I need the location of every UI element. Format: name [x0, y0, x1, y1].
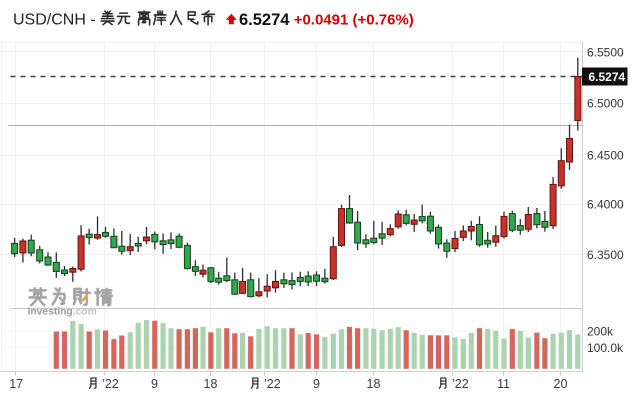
svg-text:+0.0491 (+0.76%): +0.0491 (+0.76%): [294, 11, 414, 28]
svg-text:6.4000: 6.4000: [587, 198, 624, 212]
svg-text:9: 9: [313, 377, 320, 391]
svg-text:17: 17: [9, 377, 23, 391]
svg-text:100.0k: 100.0k: [587, 341, 624, 355]
svg-text:18: 18: [367, 377, 381, 391]
svg-text:6.4500: 6.4500: [587, 148, 624, 162]
svg-text:200k: 200k: [587, 324, 614, 338]
svg-text:20: 20: [554, 377, 568, 391]
svg-text:18: 18: [204, 377, 218, 391]
svg-text:6.3500: 6.3500: [587, 248, 624, 262]
svg-text:9: 9: [151, 377, 158, 391]
svg-text:Investing.com: Investing.com: [28, 307, 97, 318]
svg-text:6.5500: 6.5500: [587, 46, 624, 60]
svg-text:’22: ’22: [102, 377, 119, 391]
svg-text:’22: ’22: [452, 377, 469, 391]
svg-text:USD/CNH -: USD/CNH -: [13, 11, 96, 28]
svg-text:11: 11: [497, 377, 510, 391]
svg-text:6.5274: 6.5274: [589, 70, 626, 84]
svg-text:6.5274: 6.5274: [239, 11, 290, 29]
svg-text:6.5000: 6.5000: [587, 96, 624, 110]
svg-text:’22: ’22: [264, 377, 281, 391]
